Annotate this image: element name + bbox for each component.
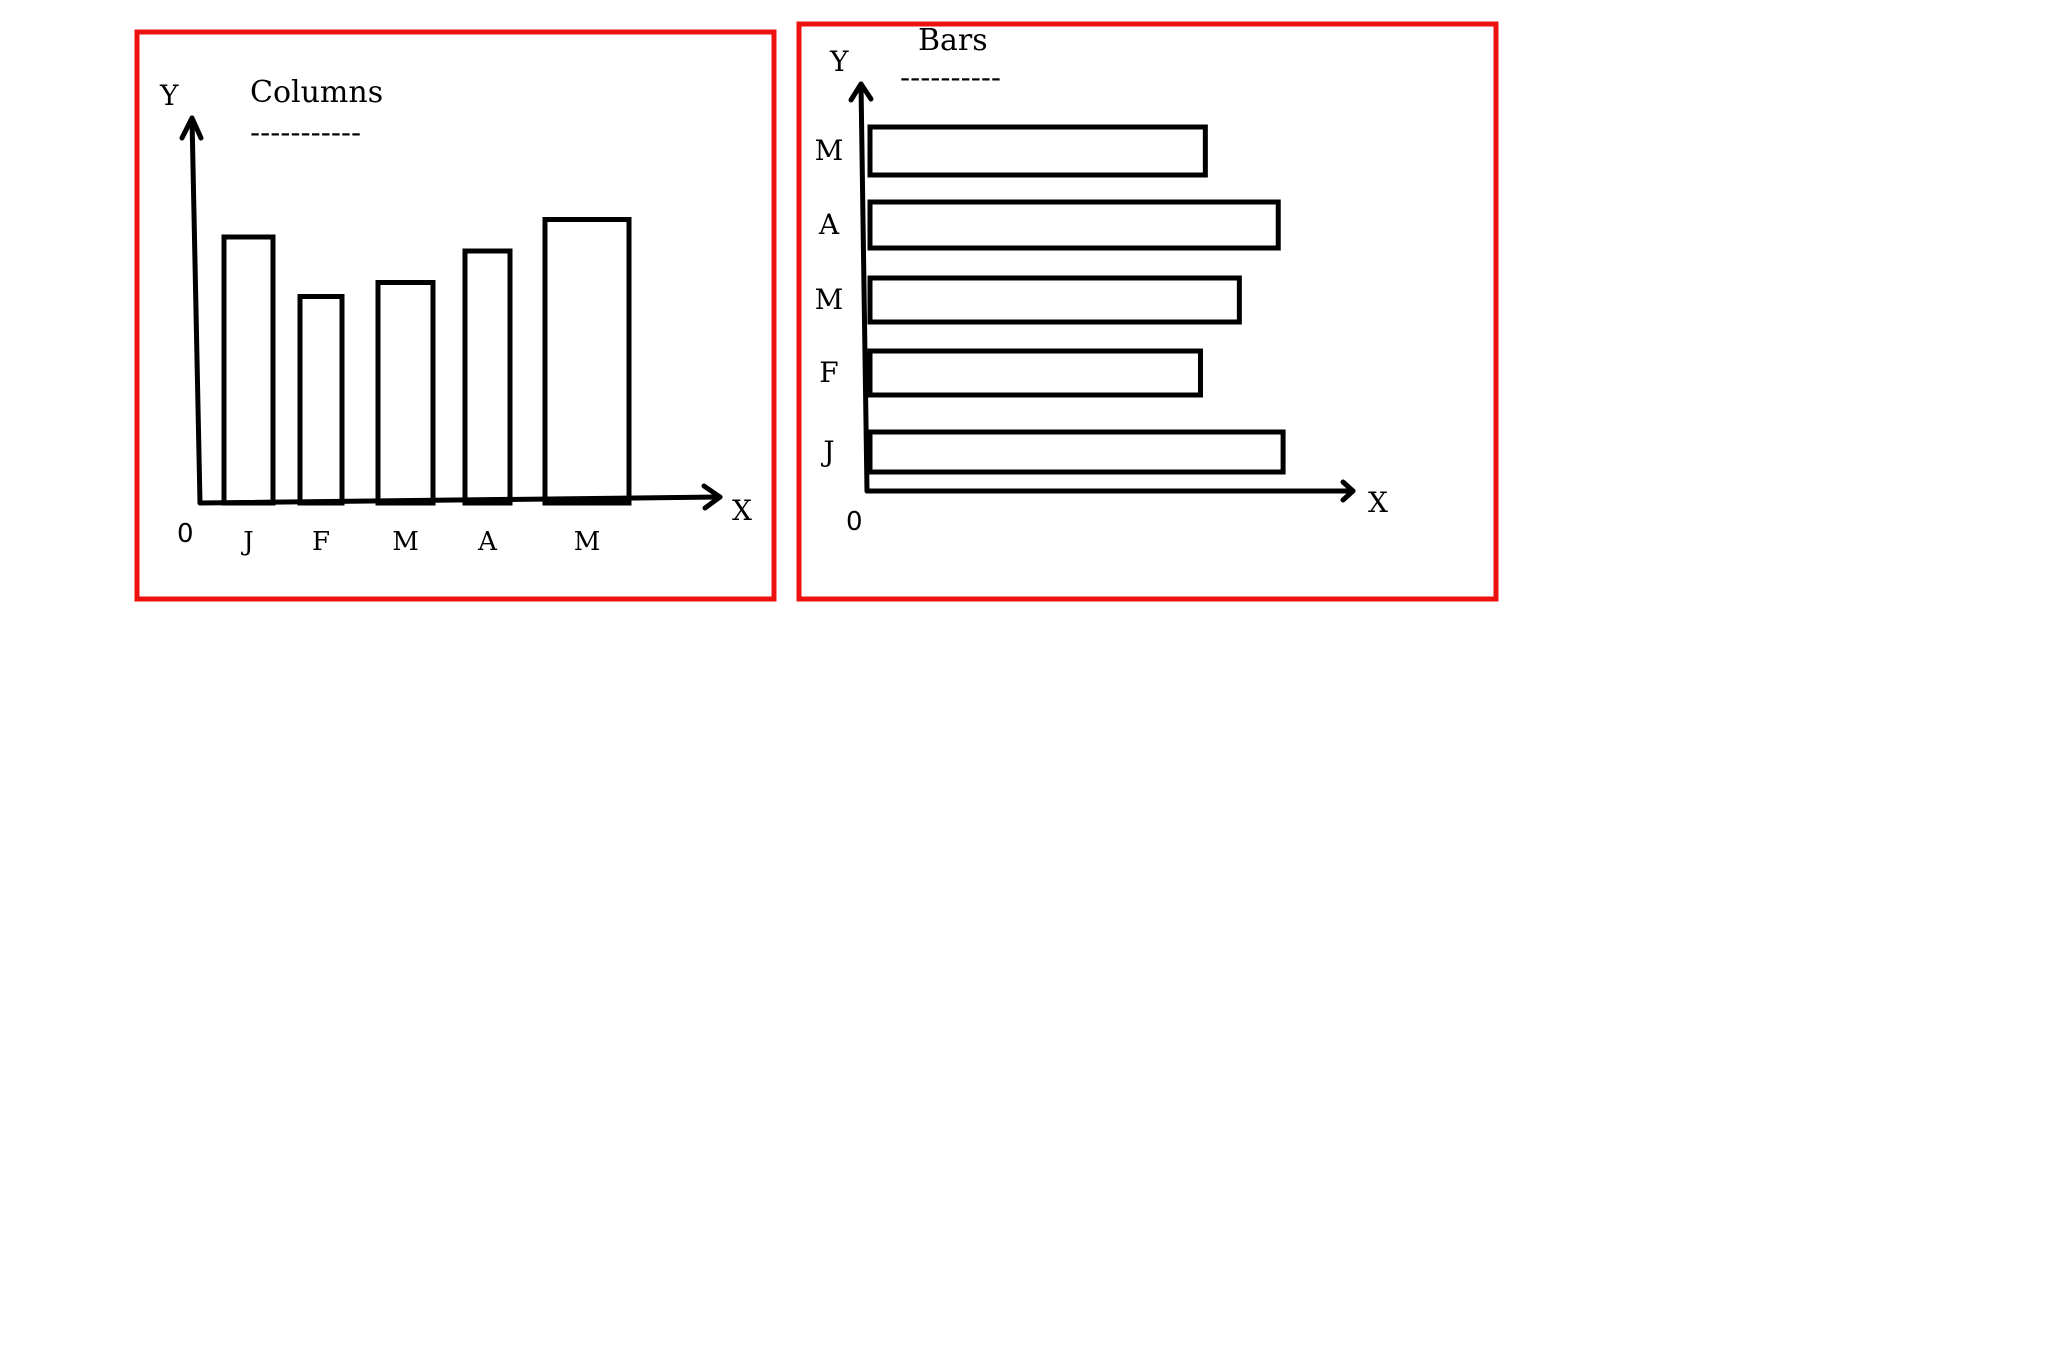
bar-3 (867, 199, 1281, 251)
bar-tick-label-0: J (820, 435, 834, 468)
column-bar-1 (297, 294, 345, 506)
bar-tick-label-2: M (815, 283, 844, 316)
bar-tick-label-1: F (819, 356, 838, 389)
bars-tick-labels: J F M A M (815, 134, 844, 468)
bars-y-axis-label: Y (829, 45, 849, 78)
bar-1 (867, 348, 1203, 398)
columns-bars (221, 217, 632, 506)
columns-chart-frame (134, 29, 777, 602)
column-bar-0 (221, 234, 276, 506)
bars-chart-title-underline: ---------- (900, 61, 1001, 94)
bars-x-axis-arrowhead (1340, 479, 1356, 503)
bars-y-axis (858, 81, 870, 494)
column-tick-label-0: J (240, 527, 253, 557)
bar-tick-label-4: M (815, 134, 844, 167)
columns-origin-label: 0 (177, 519, 194, 549)
column-tick-label-2: M (392, 527, 419, 557)
columns-chart-title: Columns (250, 75, 383, 110)
column-tick-label-4: M (574, 527, 601, 557)
columns-y-axis-arrowhead (179, 115, 204, 141)
columns-x-axis-label: X (732, 494, 752, 527)
bar-0 (867, 429, 1286, 475)
bars-chart: Bars ---------- Y X 0 J F M A M (796, 21, 1499, 602)
bars-origin-label: 0 (846, 507, 863, 537)
bars-bars (867, 124, 1286, 475)
bars-chart-title: Bars (918, 23, 988, 58)
column-bar-2 (375, 280, 436, 506)
bars-y-axis-arrowhead (848, 81, 874, 103)
columns-x-axis (197, 494, 723, 506)
columns-chart-title-underline: ----------- (250, 116, 361, 149)
column-tick-label-1: F (312, 527, 330, 557)
bars-x-axis-label: X (1368, 486, 1388, 519)
bar-4 (867, 124, 1208, 178)
columns-x-axis-arrowhead (701, 483, 723, 511)
bar-2 (867, 275, 1242, 325)
column-tick-label-3: A (477, 527, 498, 557)
columns-chart: Columns ----------- Y X 0 J F M A M (134, 29, 777, 602)
columns-y-axis (189, 115, 203, 506)
columns-y-axis-label: Y (159, 79, 179, 112)
column-bar-4 (542, 217, 632, 506)
bars-chart-frame (796, 21, 1499, 602)
bar-tick-label-3: A (818, 208, 840, 241)
column-bar-3 (462, 248, 513, 506)
